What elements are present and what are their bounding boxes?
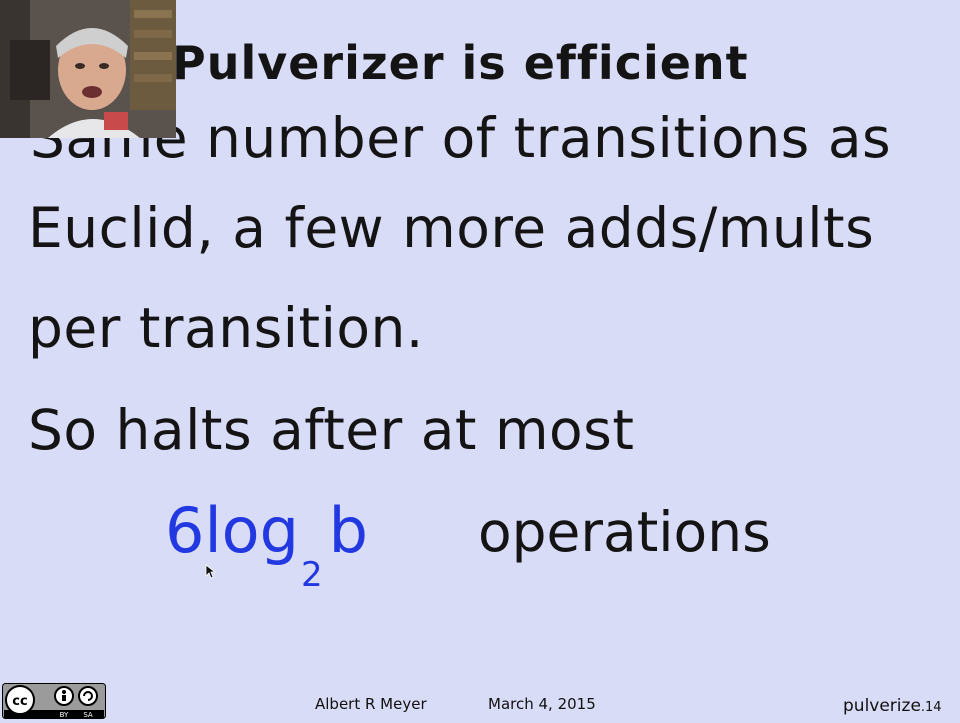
formula-coef: 6 [165,494,205,567]
formula-base: 2 [300,555,323,595]
log-formula: 6log2b [165,494,368,595]
webcam-image [0,0,176,138]
license-sa-text: SA [83,711,93,719]
body-line-4: So halts after at most [28,398,635,462]
mouse-cursor-icon [205,564,217,584]
footer-slide-number: .14 [920,700,942,715]
footer-author: Albert R Meyer [315,695,427,713]
footer-slide-id: pulverize.14 [843,696,942,716]
formula-suffix: operations [478,500,771,564]
formula-arg: b [328,494,368,567]
body-line-3: per transition. [28,296,424,360]
footer-slide-name: pulverize [843,696,921,716]
slide-title: Pulverizer is efficient [172,36,749,90]
footer-date: March 4, 2015 [488,695,596,713]
license-by-text: BY [60,711,69,719]
formula-fn: log [204,494,299,567]
webcam-overlay [0,0,176,138]
cc-license-icon: cc BY SA [2,683,106,719]
body-line-2: Euclid, a few more adds/mults [28,196,875,260]
license-cc-text: cc [12,694,27,709]
